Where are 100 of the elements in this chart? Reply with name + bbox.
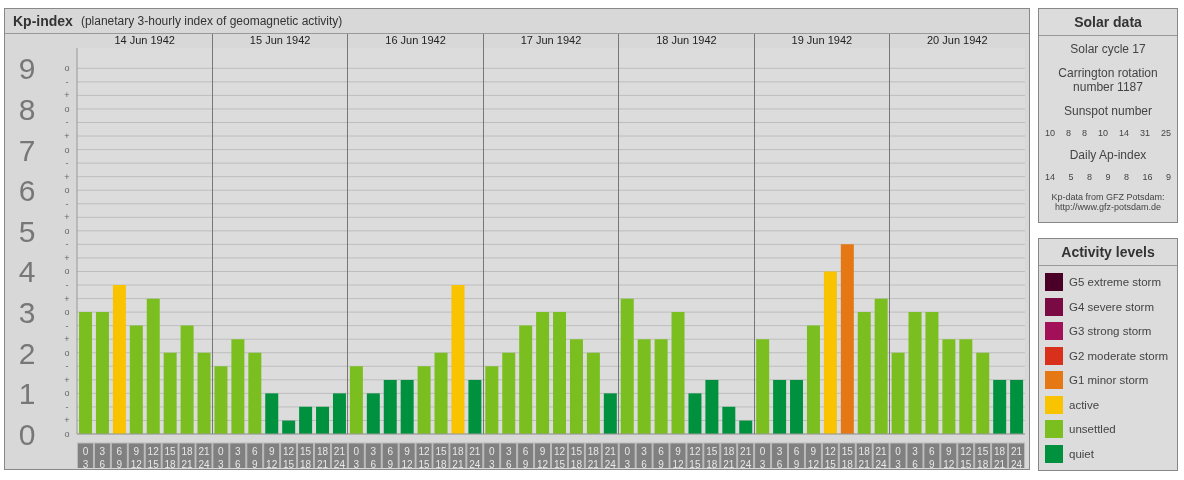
bar: [569, 339, 583, 434]
x-tick-label: 15 18: [977, 446, 989, 470]
text: o: [63, 265, 71, 278]
x-tick-label: 21 24: [198, 446, 210, 470]
text: 17 Jun 1942: [519, 34, 583, 46]
x-tick-label: 3 6: [235, 446, 242, 470]
x-tick-label: 15 18: [435, 446, 447, 470]
bar: [316, 406, 330, 434]
bar: [857, 312, 871, 434]
text: +: [63, 251, 71, 264]
bar: [163, 352, 177, 434]
text: 10 8 8 10 14 31 25: [1045, 128, 1171, 138]
x-tick-label: 6 9: [522, 446, 529, 470]
y-tick-label: 3: [18, 296, 36, 330]
x-tick-label: 18 21: [723, 446, 735, 470]
y-tick-label: 6: [18, 174, 36, 208]
bar: [603, 393, 617, 434]
text: Kp-data from GFZ Potsdam: http://www.gfz-potsdam.de: [1050, 191, 1166, 214]
bar: [806, 325, 820, 434]
x-tick-label: 0 3: [218, 446, 225, 470]
legend-label: G4 severe storm: [1069, 300, 1154, 313]
x-tick-label: 0 3: [353, 446, 360, 470]
x-tick-label: 15 18: [164, 446, 177, 470]
text: -: [64, 116, 70, 129]
x-tick-label: 21 24: [875, 446, 888, 470]
x-tick-label: 9 12: [401, 446, 414, 470]
bar: [214, 366, 228, 434]
x-tick-label: 3 6: [776, 446, 783, 470]
bar: [519, 325, 533, 434]
bar: [976, 352, 990, 434]
legend-label: G2 moderate storm: [1069, 349, 1169, 362]
bar: [468, 379, 482, 434]
text: +: [63, 373, 71, 386]
x-tick-label: 12 15: [418, 446, 431, 470]
bar: [180, 325, 194, 434]
y-tick-label: 7: [18, 133, 36, 167]
text: 20 Jun 1942: [926, 34, 989, 46]
text: +: [63, 130, 71, 143]
text: +: [63, 170, 71, 183]
text: 14 5 8 9 8 16 9: [1045, 172, 1171, 182]
legend-label: unsettled: [1069, 423, 1116, 436]
x-tick-label: 18 21: [587, 446, 600, 470]
bar: [722, 406, 736, 434]
bar: [502, 352, 516, 434]
chart-subtitle: (planetary 3-hourly index of geomagnetic activity): [80, 14, 343, 28]
text: 14 Jun 1942: [113, 34, 176, 46]
y-tick-label: 0: [18, 418, 36, 451]
x-tick-label: 15 18: [706, 446, 718, 470]
text: o: [63, 143, 71, 156]
text: 19 Jun 1942: [790, 34, 854, 46]
x-tick-label: 3 6: [99, 446, 106, 470]
bar: [874, 298, 888, 434]
bar: [908, 312, 922, 434]
bar: [586, 352, 600, 434]
bar: [773, 379, 787, 434]
text: -: [64, 400, 70, 413]
bar: [637, 339, 651, 434]
bar: [282, 420, 296, 434]
x-tick-label: 6 9: [387, 446, 394, 470]
bar: [1010, 379, 1024, 434]
text: o: [63, 346, 71, 359]
text: o: [63, 102, 71, 115]
x-tick-label: 12 15: [147, 446, 160, 470]
x-tick-label: 18 21: [452, 446, 464, 470]
x-tick-label: 0 3: [624, 446, 631, 470]
x-tick-label: 15 18: [299, 446, 312, 470]
legend-label: quiet: [1069, 447, 1094, 460]
x-tick-label: 3 6: [912, 446, 919, 470]
x-tick-label: 9 12: [536, 446, 549, 470]
x-tick-label: 21 24: [333, 446, 346, 470]
text: o: [63, 184, 71, 197]
x-tick-label: 18 21: [316, 446, 329, 470]
bar: [671, 312, 685, 434]
bar: [840, 244, 854, 434]
x-tick-label: 0 3: [82, 446, 89, 470]
text: -: [64, 360, 70, 373]
text: 16 Jun 1942: [384, 34, 447, 46]
legend-label: G3 strong storm: [1069, 325, 1152, 338]
bar: [485, 366, 499, 434]
x-tick-label: 12 15: [689, 446, 701, 470]
text: 15 Jun 1942: [248, 34, 312, 46]
x-tick-label: 21 24: [1010, 446, 1023, 470]
x-tick-label: 3 6: [370, 446, 377, 470]
text: +: [63, 333, 71, 346]
y-tick-label: 8: [18, 92, 36, 126]
x-tick-label: 3 6: [505, 446, 512, 470]
text: o: [63, 62, 71, 75]
text: -: [64, 319, 70, 332]
text: +: [63, 211, 71, 224]
bar: [959, 339, 973, 434]
bar: [942, 339, 956, 434]
bar: [620, 298, 634, 434]
x-tick-label: 21 24: [740, 446, 752, 470]
text: -: [64, 157, 70, 170]
x-tick-label: 9 12: [807, 446, 820, 470]
bar: [925, 312, 939, 434]
text: -: [64, 75, 70, 88]
bar: [823, 271, 837, 434]
y-tick-label: 1: [18, 377, 36, 411]
text: -: [64, 197, 70, 210]
